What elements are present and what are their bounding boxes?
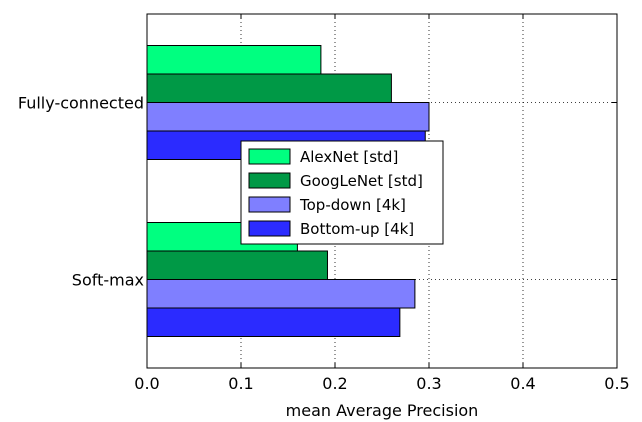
legend-swatch-alexnet-std [248,148,291,165]
legend: AlexNet [std] GoogLeNet [std] Top-down [4k… [240,140,444,245]
x-tick-label: 0.2 [322,374,347,393]
legend-label-googlenet-std: GoogLeNet [std] [300,172,423,190]
bars [146,45,430,337]
legend-swatch-top-down-4k [248,196,291,213]
bar-googlenet-std-fully-connected [146,73,392,103]
legend-label-bottom-up-4k: Bottom-up [4k] [300,220,414,238]
legend-swatch-bottom-up-4k [248,220,291,237]
y-tick-label-fully-connected: Fully-connected [18,94,144,113]
bar-bottom-up-4k-soft-max [146,307,401,337]
x-tick-label: 0.0 [134,374,159,393]
axis-ticks: 0.0 0.1 0.2 0.3 0.4 0.5 Fully-connected Soft-ma… [18,14,630,393]
x-axis-label: mean Average Precision [286,401,479,420]
bar-googlenet-std-soft-max [146,250,328,280]
y-tick-label-soft-max: Soft-max [72,271,144,290]
legend-label-alexnet-std: AlexNet [std] [300,148,398,166]
x-tick-label: 0.1 [228,374,253,393]
bar-top-down-4k-fully-connected [146,102,430,132]
plot-frame [146,13,618,369]
legend-label-top-down-4k: Top-down [4k] [299,196,406,214]
bar-top-down-4k-soft-max [146,279,416,309]
bar-alexnet-std-fully-connected [146,45,322,75]
x-tick-label: 0.4 [510,374,535,393]
legend-swatch-googlenet-std [248,172,291,189]
x-tick-label: 0.3 [416,374,441,393]
x-tick-label: 0.5 [604,374,629,393]
